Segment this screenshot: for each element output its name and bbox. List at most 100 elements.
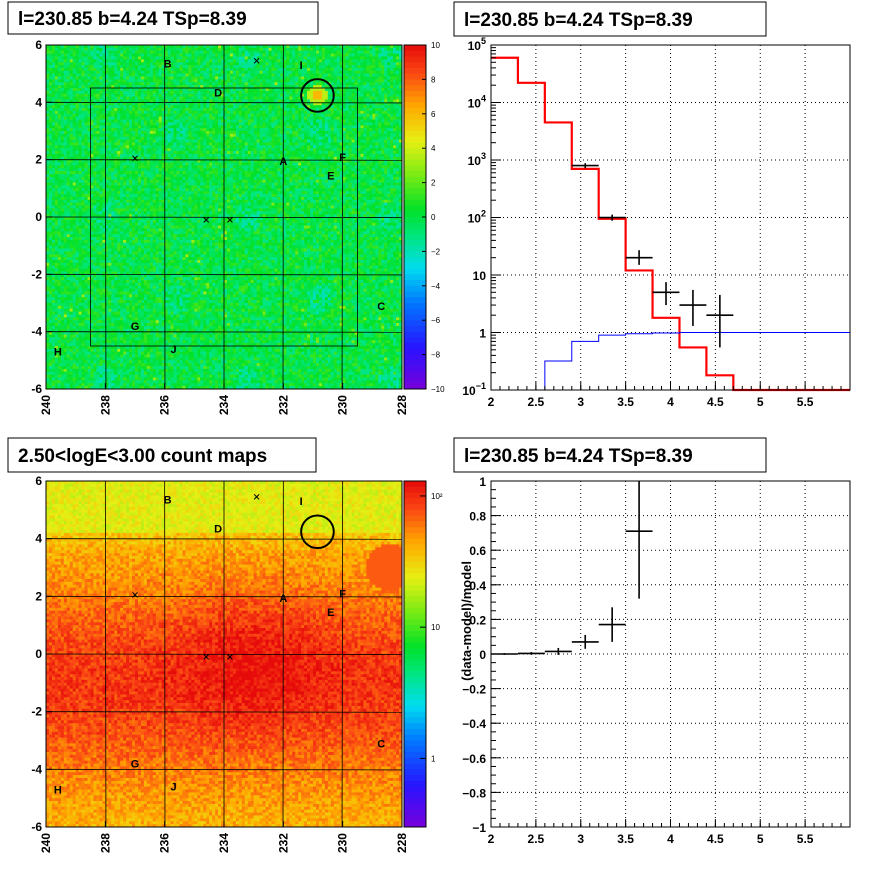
heatmap-cell [224, 99, 228, 103]
heatmap-cell [60, 145, 65, 149]
heatmap-cell [262, 105, 266, 109]
heatmap-cell [123, 76, 127, 80]
heatmap-cell [126, 67, 130, 72]
heatmap-cell [117, 53, 121, 57]
heatmap-cell [218, 139, 222, 143]
heatmap-cell [108, 53, 112, 57]
heatmap-cell [51, 105, 56, 109]
heatmap-cell [81, 70, 85, 75]
heatmap-cell [126, 131, 130, 135]
heatmap-cell [399, 110, 403, 115]
heatmap-cell [143, 50, 148, 54]
heatmap-cell [123, 136, 127, 140]
heatmap-cell [286, 82, 290, 86]
heatmap-cell [170, 131, 174, 135]
heatmap-cell [360, 131, 364, 135]
heatmap-cell [268, 119, 272, 123]
heatmap-cell [250, 151, 255, 155]
heatmap-cell [333, 73, 338, 77]
heatmap-cell [78, 108, 82, 112]
heatmap-cell [194, 125, 198, 129]
heatmap-cell [366, 139, 370, 143]
heatmap-cell [238, 105, 243, 109]
heatmap-cell [363, 76, 367, 80]
heatmap-cell [146, 73, 151, 77]
heatmap-cell [301, 108, 305, 112]
heatmap-cell [229, 145, 234, 149]
heatmap-cell [179, 96, 183, 100]
heatmap-cell [360, 53, 364, 57]
heatmap-cell [132, 45, 136, 49]
heatmap-cell [66, 47, 71, 52]
heatmap-cell [69, 65, 74, 69]
heatmap-cell [111, 116, 115, 120]
heatmap-cell [203, 59, 207, 63]
heatmap-cell [164, 145, 168, 149]
heatmap-cell [259, 116, 263, 120]
heatmap-cell [301, 96, 305, 100]
heatmap-cell [235, 151, 240, 155]
heatmap-cell [327, 136, 332, 140]
heatmap-cell [244, 108, 249, 112]
heatmap-cell [256, 116, 260, 120]
heatmap-cell [155, 50, 160, 54]
heatmap-cell [366, 142, 370, 146]
heatmap-cell [170, 47, 174, 52]
heatmap-cell [203, 113, 207, 118]
heatmap-cell [135, 145, 139, 149]
heatmap-cell [123, 47, 127, 52]
heatmap-cell [81, 131, 85, 135]
heatmap-cell [345, 156, 349, 161]
heatmap-cell [143, 153, 148, 158]
heatmap-cell [188, 99, 192, 103]
heatmap-cell [152, 102, 157, 106]
heatmap-cell [81, 82, 85, 86]
heatmap-cell [191, 108, 195, 112]
heatmap-cell [221, 76, 225, 80]
heatmap-cell [357, 102, 361, 106]
heatmap-cell [348, 156, 352, 161]
heatmap-cell [324, 156, 329, 161]
heatmap-cell [117, 116, 121, 120]
heatmap-cell [295, 131, 299, 135]
heatmap-cell [96, 122, 100, 126]
heatmap-cell [81, 93, 85, 97]
heatmap-cell [224, 162, 228, 166]
heatmap-cell [102, 133, 106, 138]
heatmap-cell [149, 93, 154, 97]
heatmap-cell [226, 102, 231, 106]
heatmap-cell [108, 59, 112, 63]
heatmap-cell [167, 119, 171, 123]
heatmap-cell [298, 73, 302, 77]
heatmap-cell [315, 82, 320, 86]
heatmap-cell [262, 96, 266, 100]
heatmap-cell [229, 102, 234, 106]
heatmap-cell [108, 162, 112, 166]
heatmap-cell [360, 142, 364, 146]
heatmap-cell [318, 56, 323, 60]
heatmap-cell [351, 148, 355, 152]
heatmap-cell [96, 142, 100, 146]
heatmap-cell [375, 125, 379, 129]
heatmap-cell [396, 153, 400, 158]
heatmap-cell [143, 136, 148, 140]
heatmap-cell [114, 59, 118, 63]
heatmap-cell [366, 93, 370, 97]
heatmap-cell [185, 108, 189, 112]
heatmap-cell [238, 73, 243, 77]
heatmap-cell [366, 128, 370, 132]
heatmap-cell [63, 79, 68, 83]
heatmap-cell [209, 79, 213, 83]
heatmap-cell [262, 116, 266, 120]
heatmap-cell [72, 116, 77, 120]
heatmap-cell [354, 70, 358, 75]
heatmap-cell [63, 108, 68, 112]
heatmap-cell [111, 125, 115, 129]
heatmap-cell [209, 47, 213, 52]
heatmap-cell [182, 159, 186, 163]
heatmap-cell [387, 145, 391, 149]
heatmap-cell [215, 133, 219, 138]
heatmap-cell [304, 90, 308, 95]
heatmap-cell [126, 139, 130, 143]
heatmap-cell [206, 162, 210, 166]
